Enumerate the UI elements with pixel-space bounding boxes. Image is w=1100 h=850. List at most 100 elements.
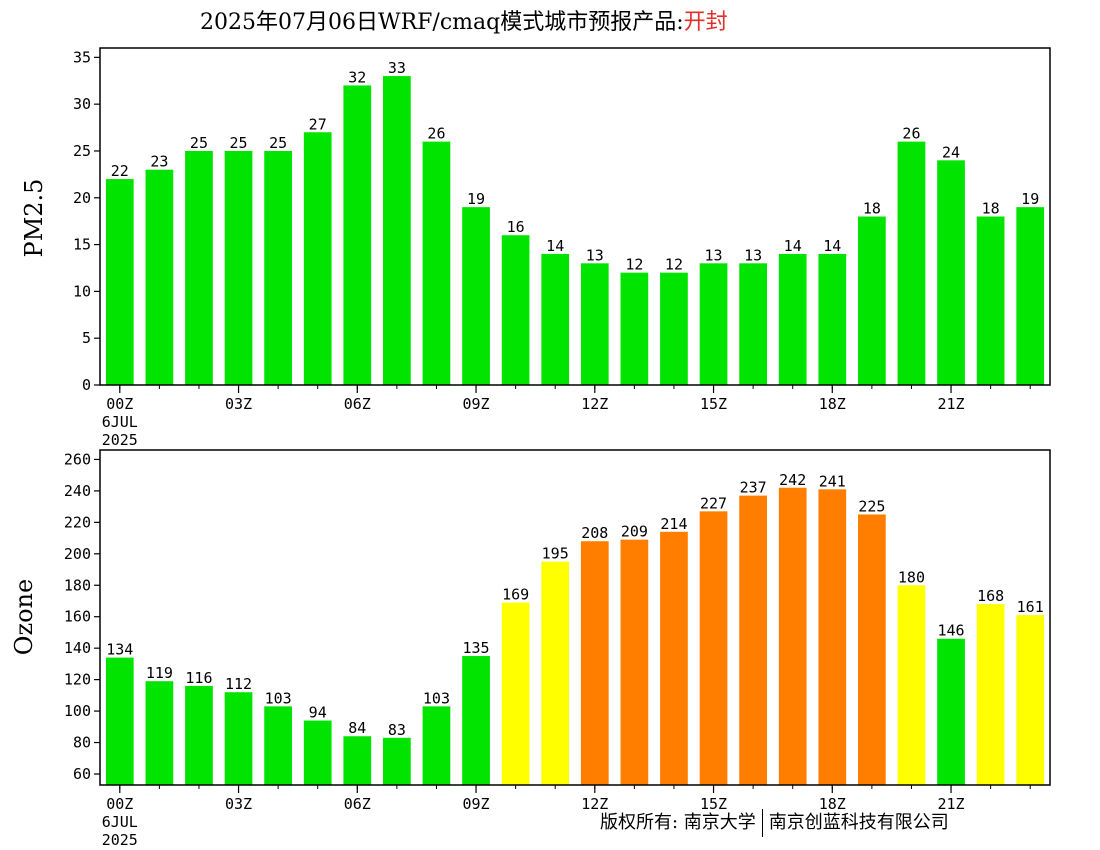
pm25-value-label: 22 (111, 162, 129, 180)
pm25-value-label: 33 (388, 59, 406, 77)
pm25-bar (778, 253, 807, 385)
pm25-ytick-label: 35 (73, 48, 91, 66)
pm25-bar (264, 150, 292, 385)
pm25-value-label: 25 (190, 134, 208, 152)
pm25-value-label: 14 (784, 237, 802, 255)
pm25-ytick-label: 25 (73, 142, 91, 160)
ozone-ytick-label: 160 (64, 608, 91, 626)
pm25-xtick-label: 09Z (462, 395, 489, 413)
ozone-bar (422, 706, 451, 785)
ozone-value-label: 168 (977, 587, 1004, 605)
copyright-footer: 版权所有: 南京大学 南京创蓝科技有限公司 (600, 808, 949, 837)
ozone-value-label: 119 (146, 664, 173, 682)
ozone-ytick-label: 260 (64, 450, 91, 468)
ozone-xtick-label: 09Z (462, 795, 489, 813)
pm25-date-label: 6JUL (102, 413, 138, 431)
pm25-value-label: 13 (744, 246, 762, 264)
ozone-xtick-label: 12Z (581, 795, 608, 813)
pm25-value-label: 27 (309, 115, 327, 133)
ozone-value-label: 195 (542, 545, 569, 563)
ozone-bar (580, 541, 609, 785)
ozone-bar (937, 638, 965, 785)
pm25-ytick-label: 20 (73, 189, 91, 207)
pm25-bar (818, 253, 847, 385)
pm25-value-label: 19 (1021, 190, 1039, 208)
title-main: 2025年07月06日WRF/cmaq模式城市预报产品: (200, 10, 684, 35)
ozone-ytick-label: 80 (73, 734, 91, 752)
pm25-bar (343, 85, 372, 385)
ozone-bar (541, 561, 570, 785)
pm25-value-label: 23 (150, 153, 168, 171)
ozone-date-label: 6JUL (102, 813, 138, 831)
pm25-bar (145, 169, 174, 385)
pm25-chart: 22 23 25 25 25 27 32 33 26 19 16 14 13 12 12 13 13 14 14 18… (20, 47, 1051, 449)
pm25-ytick-label: 10 (73, 282, 91, 300)
ozone-value-label: 227 (700, 494, 727, 512)
pm25-ytick-label: 30 (73, 95, 91, 113)
ozone-bar (976, 604, 1005, 785)
ozone-value-label: 241 (819, 472, 846, 490)
ozone-bar (264, 706, 292, 785)
pm25-bar (383, 76, 411, 385)
pm25-bar (422, 141, 451, 385)
pm25-value-label: 32 (348, 68, 366, 86)
pm25-value-label: 12 (665, 256, 683, 274)
pm25-bar (541, 253, 570, 385)
pm25-xtick-label: 00Z (106, 395, 133, 413)
pm25-bar (976, 216, 1005, 385)
ozone-bar (660, 531, 688, 785)
pm25-bar (699, 263, 728, 385)
ozone-value-label: 225 (858, 497, 885, 515)
pm25-xtick-label: 12Z (581, 395, 608, 413)
ozone-bar (224, 692, 253, 785)
pm25-bar (303, 132, 332, 385)
ozone-bar (620, 539, 649, 785)
pm25-value-label: 13 (705, 246, 723, 264)
pm25-value-label: 25 (269, 134, 287, 152)
pm25-bar (897, 141, 926, 385)
ozone-value-label: 135 (462, 639, 489, 657)
ozone-xtick-label: 00Z (106, 795, 133, 813)
ozone-ytick-label: 120 (64, 671, 91, 689)
ozone-value-label: 208 (581, 524, 608, 542)
title-city: 开封 (683, 10, 728, 35)
pm25-bar (660, 272, 688, 385)
pm25-value-label: 14 (546, 237, 564, 255)
ozone-value-label: 84 (348, 719, 366, 737)
pm25-value-label: 19 (467, 190, 485, 208)
ozone-bar (739, 495, 767, 785)
pm25-value-label: 24 (942, 143, 960, 161)
ozone-bar (383, 737, 411, 785)
pm25-bar (105, 179, 134, 385)
pm25-bar (1016, 207, 1045, 385)
ozone-value-label: 83 (388, 721, 406, 739)
ozone-bar (185, 685, 213, 785)
ozone-value-label: 146 (937, 622, 964, 640)
ozone-value-label: 214 (660, 515, 687, 533)
pm25-bar (501, 235, 530, 385)
ozone-value-label: 103 (423, 689, 450, 707)
ozone-xtick-label: 21Z (937, 795, 964, 813)
ozone-ytick-label: 140 (64, 639, 91, 657)
ozone-bar (343, 736, 372, 785)
pm25-xtick-label: 21Z (937, 395, 964, 413)
ozone-bar (818, 489, 847, 785)
ozone-bar (462, 656, 490, 785)
pm25-bar (580, 263, 609, 385)
ozone-bar (897, 585, 926, 785)
ozone-value-label: 169 (502, 586, 529, 604)
ozone-chart: 134 119 116 112 103 94 84 83 103 135 169 195 208 209 2… (10, 449, 1051, 849)
pm25-value-label: 18 (982, 200, 1000, 218)
pm25-value-label: 16 (507, 218, 525, 236)
ozone-ylabel: Ozone (10, 579, 38, 655)
ozone-ytick-label: 60 (73, 765, 91, 783)
pm25-date-label: 2025 (102, 431, 138, 449)
ozone-ytick-label: 220 (64, 513, 91, 531)
pm25-bar (185, 150, 213, 385)
pm25-xtick-label: 06Z (344, 395, 371, 413)
ozone-value-label: 242 (779, 471, 806, 489)
pm25-bar (224, 150, 253, 385)
pm25-value-label: 26 (902, 125, 920, 143)
ozone-bar (1016, 615, 1045, 785)
ozone-ytick-label: 100 (64, 702, 91, 720)
